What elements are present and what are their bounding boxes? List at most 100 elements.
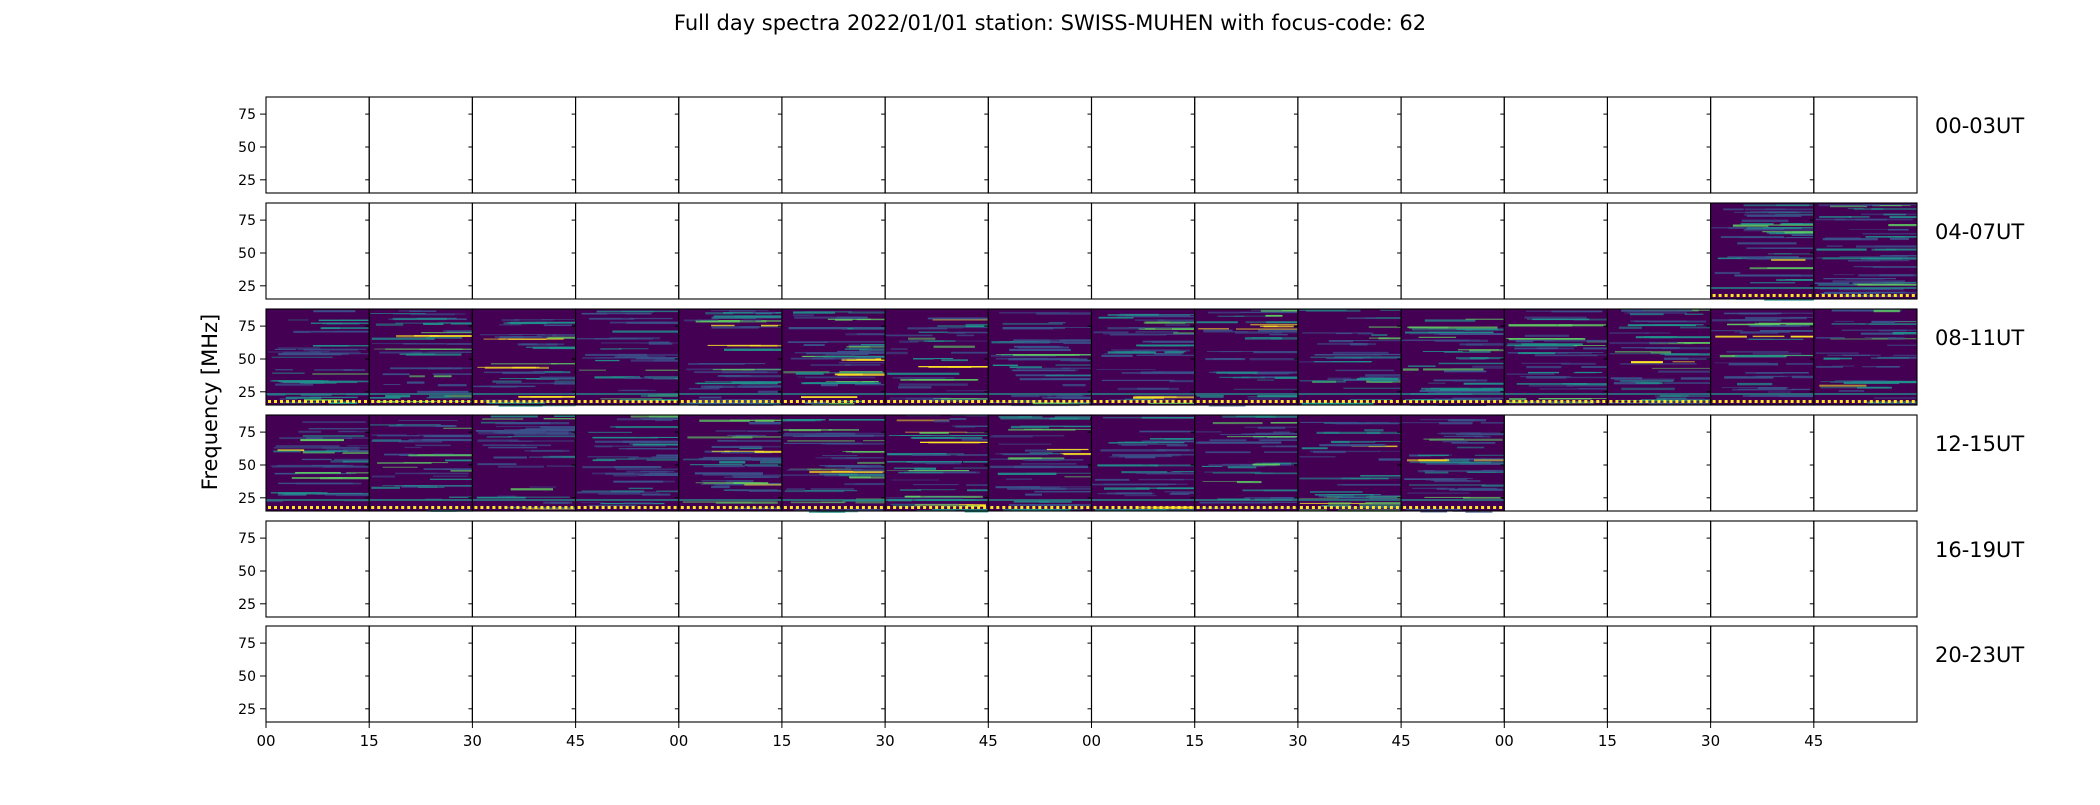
panel-frame — [1194, 96, 1299, 194]
spectrum-panel — [1710, 202, 1815, 301]
y-tick-label: 25 — [238, 173, 256, 189]
x-tick-label: 30 — [1701, 732, 1720, 750]
spectrum-panel — [678, 625, 783, 723]
spectrum-panel — [575, 414, 680, 512]
spectrum-panel — [1710, 625, 1815, 723]
panel-frame — [987, 625, 1093, 723]
panel-frame — [1297, 202, 1402, 300]
panel-frame — [471, 96, 577, 194]
spectrum-panel — [1813, 308, 1918, 406]
y-tick-label: 25 — [238, 597, 256, 613]
spectrum-panel — [987, 520, 1093, 618]
spectrum-panel — [1813, 96, 1918, 194]
spectrum-panel — [1606, 520, 1712, 618]
panel-frame — [265, 520, 370, 618]
y-tick-label: 50 — [238, 669, 256, 685]
x-tick-label: 15 — [1598, 732, 1617, 750]
y-tick-label: 50 — [238, 564, 256, 580]
x-tick-label: 00 — [1495, 732, 1514, 750]
spectrum-panel — [1710, 308, 1815, 406]
spectrum-panel — [781, 625, 886, 723]
spectrum-panel — [368, 520, 473, 618]
panel-frame — [781, 520, 886, 618]
spectrum-panel — [884, 414, 989, 513]
spectrum-panel — [1813, 520, 1918, 618]
spectrum-panel — [265, 520, 370, 618]
x-tick-label: 45 — [1392, 732, 1411, 750]
spectrum-panel — [781, 96, 886, 194]
spectrum-panel — [1503, 414, 1608, 512]
spectrum-panel — [678, 520, 783, 618]
panel-frame — [884, 625, 989, 723]
panel-frame — [678, 96, 783, 194]
spectrum-panel — [265, 308, 370, 406]
x-tick-label: 45 — [1804, 732, 1823, 750]
spectrum-panel — [265, 96, 370, 194]
row-time-label: 08-11UT — [1935, 326, 2024, 350]
spectrum-panel — [781, 414, 886, 513]
panel-frame — [1606, 414, 1712, 512]
spectrum-panel — [1090, 202, 1196, 300]
row-time-label: 00-03UT — [1935, 114, 2024, 138]
spectrum-panel — [987, 414, 1093, 512]
panel-frame — [987, 520, 1093, 618]
panel-frame — [1194, 625, 1299, 723]
y-tick-label: 25 — [238, 385, 256, 401]
spectrum-panel — [1813, 414, 1918, 512]
x-tick-label: 30 — [876, 732, 895, 750]
spectrum-panel — [1503, 308, 1608, 406]
panel-frame — [1090, 96, 1196, 194]
panel-frame — [1503, 414, 1608, 512]
spectrum-panel — [1503, 96, 1608, 194]
spectra-row: 75 50 25 20-23UT — [238, 625, 2024, 723]
spectrum-panel — [1297, 96, 1402, 194]
y-tick-label: 50 — [238, 246, 256, 262]
spectrum-panel — [1710, 414, 1815, 512]
spectrum-panel — [1606, 308, 1712, 406]
panel-frame — [1813, 96, 1918, 194]
panel-frame — [1606, 625, 1712, 723]
panel-frame — [678, 520, 783, 618]
spectrum-panel — [987, 202, 1093, 300]
panel-frame — [368, 520, 473, 618]
x-tick-label: 45 — [979, 732, 998, 750]
spectrum-panel — [1400, 625, 1505, 723]
spectrum-panel — [1400, 308, 1505, 406]
spectrum-panel — [884, 96, 989, 194]
spectrum-panel — [1400, 414, 1505, 513]
y-tick-label: 75 — [238, 425, 256, 441]
spectrum-panel — [265, 625, 370, 723]
panel-frame — [781, 96, 886, 194]
spectrum-panel — [575, 202, 680, 300]
spectrum-panel — [368, 202, 473, 300]
spectrum-panel — [1710, 96, 1815, 194]
spectrum-panel — [471, 520, 577, 618]
panel-frame — [1710, 96, 1815, 194]
spectrum-panel — [1606, 625, 1712, 723]
spectrum-panel — [1194, 414, 1299, 512]
spectrum-panel — [1297, 308, 1402, 406]
spectrum-panel — [265, 414, 370, 512]
spectrum-panel — [1194, 520, 1299, 618]
spectrum-panel — [1090, 96, 1196, 194]
panel-frame — [1400, 96, 1505, 194]
spectrum-panel — [1813, 202, 1918, 300]
spectra-row: 75 50 25 12-15UT — [238, 414, 2024, 513]
panel-frame — [884, 96, 989, 194]
x-tick-label: 00 — [1082, 732, 1101, 750]
y-tick-label: 25 — [238, 491, 256, 507]
panel-frame — [265, 96, 370, 194]
spectrum-panel — [1297, 202, 1402, 300]
spectrum-panel — [1194, 96, 1299, 194]
panel-frame — [1813, 414, 1918, 512]
spectrum-panel — [987, 625, 1093, 723]
y-tick-label: 50 — [238, 140, 256, 156]
spectrum-panel — [471, 96, 577, 194]
spectrum-panel — [1400, 520, 1505, 618]
x-tick-label: 45 — [566, 732, 585, 750]
panel-frame — [678, 202, 783, 300]
spectrum-panel — [1606, 202, 1712, 300]
spectrum-panel — [1090, 625, 1196, 723]
